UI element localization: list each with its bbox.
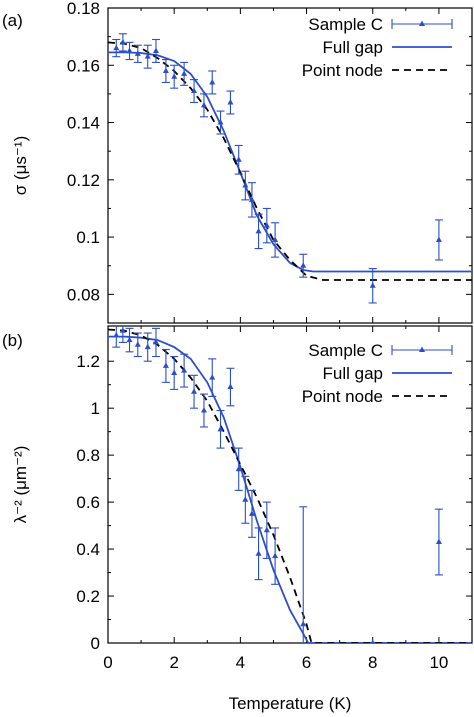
legend-label: Point node [302,61,383,80]
full-gap-curve [108,51,472,273]
data-point [235,465,242,472]
data-point [435,538,442,545]
shared-xlabel: Temperature (K) [229,694,352,713]
data-point [209,78,216,85]
data-point [144,53,151,59]
x-tick-label: 6 [302,653,311,672]
data-point [119,38,126,45]
data-point [162,67,169,73]
chart-panel-b: 0 2 4 6 8 10 0 0.2 0.4 0.6 0.8 1 1.2 (b) λ⁻² (μm⁻²) Sam… [2,325,473,672]
full-gap-curve [108,335,472,643]
legend-label: Sample C [308,341,383,360]
legend-marker [419,20,425,26]
y-tick-label: 0.4 [76,540,100,559]
x-tick-label: 4 [236,653,245,672]
chart-panel-a: 0.08 0.1 0.12 0.14 0.16 0.18 (a) σ (μs⁻¹) Sample… [2,0,473,324]
data-point [300,620,307,627]
y-tick-label: 0.6 [76,493,100,512]
data-point [171,73,178,79]
data-point [126,336,133,343]
data-point [248,196,255,202]
panel-label: (a) [2,11,23,30]
data-point [242,182,249,188]
legend: Sample C Full gap Point node [302,15,453,80]
y-axis-label: λ⁻² (μm⁻²) [11,446,30,524]
panel-label: (b) [2,331,23,350]
data-point [272,552,279,559]
data-point [191,87,198,94]
data-point [134,50,141,56]
y-tick-label: 0.08 [67,285,100,304]
plot-frame [107,325,473,644]
y-tick-label: 0 [91,634,100,653]
data-point [134,341,141,347]
legend: Sample C Full gap Point node [302,341,453,406]
x-tick-label: 2 [169,653,178,672]
data-point [272,236,279,242]
data-point [181,70,188,76]
point-node-curve [108,41,472,281]
data-point [255,227,262,234]
x-tick-label: 10 [429,653,448,672]
x-tick-label: 8 [368,653,377,672]
data-point [369,282,376,288]
y-tick-label: 0.18 [67,0,100,18]
data-point [242,496,249,502]
data-point [113,44,120,51]
data-point [171,369,178,375]
data-point [200,101,207,108]
data-point [181,367,188,373]
data-point [152,338,159,345]
y-tick-label: 0.1 [76,228,100,247]
data-point [152,47,159,53]
plot-frame [107,7,473,324]
y-tick-label: 1 [91,399,100,418]
data-point [217,425,224,432]
data-point [217,119,224,125]
data-point [263,222,270,228]
data-point [227,99,234,105]
x-tick-label: 0 [103,653,112,672]
data-point [113,331,120,338]
data-point [144,343,151,350]
plot-area [108,33,472,304]
data-point [255,550,262,556]
data-point [227,383,234,390]
legend-label: Full gap [323,38,383,57]
legend-label: Point node [302,387,383,406]
data-point [162,362,169,368]
plot-area [108,326,472,643]
y-tick-label: 0.16 [67,56,100,75]
data-point [370,639,375,643]
legend-marker [419,346,425,352]
y-tick-label: 1.2 [76,352,100,371]
data-point [248,510,255,516]
y-tick-label: 0.8 [76,446,100,465]
point-node-curve [108,328,472,643]
y-tick-label: 0.2 [76,587,100,606]
data-point [200,407,207,413]
data-point [235,156,242,162]
data-point [191,388,198,394]
data-point [119,327,126,333]
y-tick-label: 0.12 [67,171,100,190]
y-tick-label: 0.14 [67,114,100,133]
data-point [300,262,307,268]
legend-label: Full gap [323,364,383,383]
y-axis-label: σ (μs⁻¹) [11,136,30,195]
data-point [435,236,442,242]
data-point [126,47,133,53]
data-point [209,374,216,380]
legend-label: Sample C [308,15,383,34]
data-point [263,526,270,533]
